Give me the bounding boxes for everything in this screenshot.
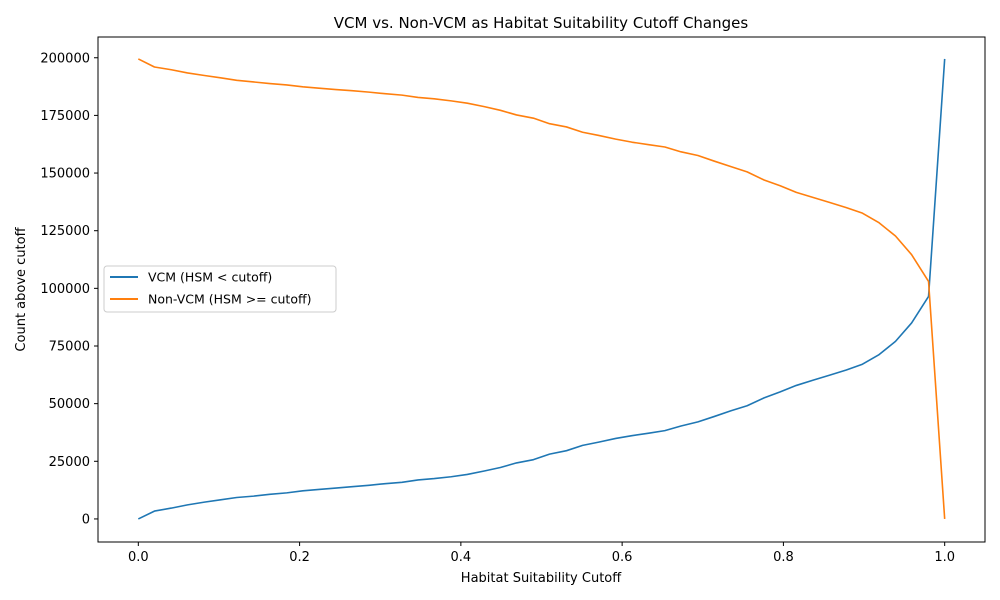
legend-label-vcm: VCM (HSM < cutoff) [148,270,272,285]
legend-label-non-vcm: Non-VCM (HSM >= cutoff) [148,292,311,307]
y-axis: 0 25000 50000 75000 100000 125000 150000 175000… [40,51,98,527]
y-tick-label: 100000 [40,282,90,297]
x-tick-label: 0.2 [289,550,310,565]
x-axis: 0.0 0.2 0.4 0.6 0.8 1.0 [128,542,955,565]
x-tick-label: 1.0 [934,550,955,565]
y-tick-label: 0 [82,512,90,527]
y-tick-label: 200000 [40,51,90,66]
y-tick-label: 50000 [49,397,90,412]
series-group [137,58,946,520]
x-tick-label: 0.6 [612,550,633,565]
y-tick-label: 125000 [40,224,90,239]
x-tick-label: 0.4 [451,550,472,565]
x-tick-label: 0.8 [773,550,794,565]
y-tick-label: 175000 [40,109,90,124]
y-tick-label: 75000 [49,339,90,354]
series-line-non-vcm [137,58,946,519]
x-axis-label: Habitat Suitability Cutoff [461,571,622,586]
legend: VCM (HSM < cutoff) Non-VCM (HSM >= cutof… [103,265,337,313]
plot-frame [97,36,986,543]
chart-title: VCM vs. Non-VCM as Habitat Suitability C… [334,14,749,32]
y-tick-label: 150000 [40,167,90,182]
y-tick-label: 25000 [49,455,90,470]
legend-box [103,265,337,313]
y-axis-label: Count above cutoff [14,226,29,351]
x-tick-label: 0.0 [128,550,149,565]
series-line-vcm [137,58,946,520]
